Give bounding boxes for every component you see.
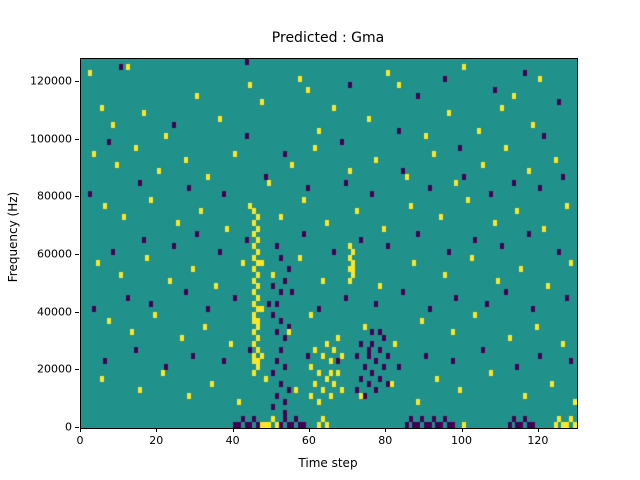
- heatmap-canvas: [81, 59, 577, 428]
- y-tick-mark: [75, 369, 79, 371]
- y-tick-mark: [75, 254, 79, 256]
- x-tick-mark: [385, 428, 387, 432]
- heatmap-plot-area: [80, 58, 578, 429]
- x-tick-label: 60: [301, 434, 316, 447]
- y-tick-label: 80000: [37, 189, 72, 203]
- x-tick-label: 20: [149, 434, 164, 447]
- y-tick-label: 0: [65, 420, 72, 434]
- x-tick-mark: [80, 428, 81, 432]
- chart-title: Predicted : Gma: [271, 30, 385, 46]
- x-tick-mark: [232, 428, 234, 432]
- x-tick-label: 0: [76, 434, 84, 447]
- x-tick-label: 40: [225, 434, 240, 447]
- y-tick-mark: [75, 427, 79, 428]
- y-axis-label: Frequency (Hz): [6, 191, 20, 283]
- y-tick-mark: [75, 81, 79, 83]
- y-tick-label: 40000: [37, 305, 72, 319]
- y-tick-label: 60000: [37, 247, 72, 261]
- x-tick-label: 80: [378, 434, 393, 447]
- y-tick-mark: [75, 196, 79, 198]
- y-tick-mark: [75, 138, 79, 140]
- x-tick-label: 120: [527, 434, 549, 447]
- y-tick-label: 20000: [37, 362, 72, 376]
- x-axis-label: Time step: [298, 456, 358, 470]
- x-tick-mark: [156, 428, 158, 432]
- x-tick-mark: [537, 428, 539, 432]
- x-tick-mark: [308, 428, 310, 432]
- x-tick-label: 100: [451, 434, 473, 447]
- y-tick-mark: [75, 311, 79, 313]
- y-tick-label: 120000: [30, 74, 72, 88]
- y-tick-label: 100000: [30, 132, 72, 146]
- x-tick-mark: [461, 428, 463, 432]
